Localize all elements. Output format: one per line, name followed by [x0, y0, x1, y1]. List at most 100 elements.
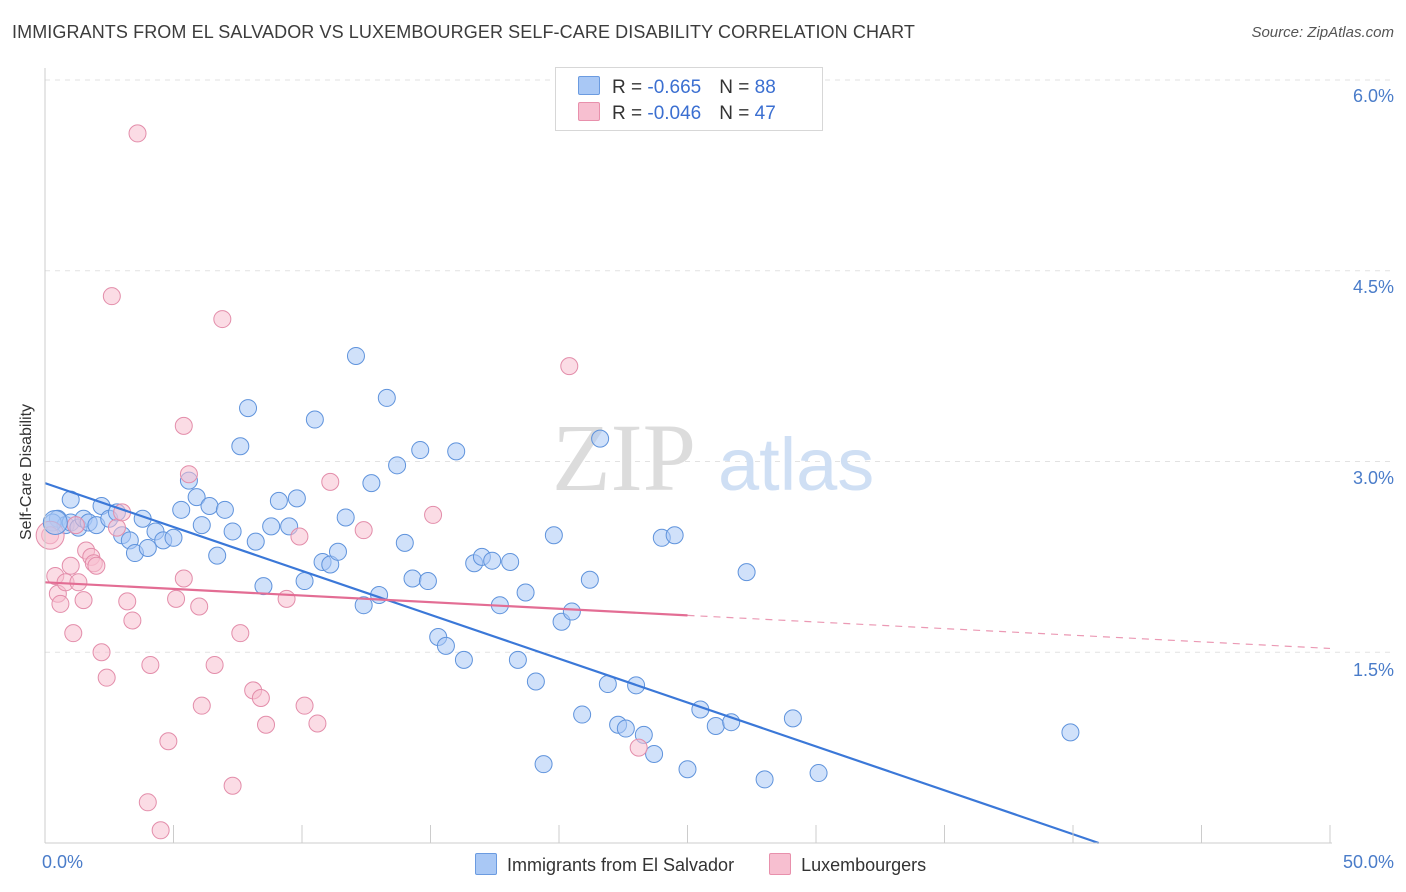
legend-swatch [475, 853, 497, 875]
el-salvador-point [254, 577, 273, 596]
luxembourgers-point [321, 472, 340, 491]
el-salvador-point [246, 532, 265, 551]
el-salvador-point [580, 570, 599, 589]
luxembourgers-point [74, 591, 93, 610]
legend-row-el-salvador: R = -0.665 N = 88 [578, 76, 776, 98]
el-salvador-point [305, 410, 324, 429]
el-salvador-point [454, 650, 473, 669]
el-salvador-point [616, 719, 635, 738]
luxembourgers-point [51, 594, 70, 613]
luxembourgers-point [174, 416, 193, 435]
luxembourgers-point [257, 715, 276, 734]
legend-item-luxembourgers: Luxembourgers [769, 853, 926, 876]
luxembourgers-point [167, 589, 186, 608]
el-salvador-point [755, 770, 774, 789]
el-salvador-point [377, 388, 396, 407]
luxembourgers-point [69, 573, 88, 592]
luxembourgers-point [223, 776, 242, 795]
luxembourgers-point [123, 611, 142, 630]
el-salvador-point [395, 533, 414, 552]
luxembourgers-point [190, 597, 209, 616]
x-tick-label: 0.0% [42, 852, 84, 872]
el-salvador-point [328, 542, 347, 561]
legend-label: Immigrants from El Salvador [507, 855, 735, 875]
el-salvador-point [295, 572, 314, 591]
el-salvador-point [573, 705, 592, 724]
trend-lines [44, 482, 1331, 845]
luxembourgers-point [192, 696, 211, 715]
y-tick-label: 4.5% [1352, 277, 1394, 297]
n-label: N = [719, 77, 755, 98]
y-tick-label: 3.0% [1352, 468, 1394, 488]
luxembourgers-point [97, 668, 116, 687]
luxembourgers-point [107, 518, 126, 537]
el-salvador-point [262, 517, 281, 536]
el-salvador-point [562, 602, 581, 621]
el-salvador-point [678, 760, 697, 779]
el-salvador-point [526, 672, 545, 691]
luxembourgers-point [277, 589, 296, 608]
el-salvador-point [403, 569, 422, 588]
luxembourgers-point [151, 821, 170, 840]
legend-swatch [578, 76, 600, 95]
luxembourgers-point [629, 738, 648, 757]
el-salvador-point [447, 442, 466, 461]
stats-legend: R = -0.665 N = 88 R = -0.046 N = 47 [555, 67, 823, 131]
el-salvador-point [187, 488, 206, 507]
el-salvador-point [516, 583, 535, 602]
luxembourgers-point [66, 516, 85, 535]
r-value: -0.665 [647, 77, 702, 98]
legend-item-el-salvador: Immigrants from El Salvador [475, 853, 734, 876]
el-salvador-point [645, 744, 664, 763]
y-tick-label: 6.0% [1352, 86, 1394, 106]
el-salvador-point [42, 510, 68, 536]
el-salvador-point [192, 516, 211, 535]
legend-row-luxembourgers: R = -0.046 N = 47 [578, 102, 776, 124]
el-salvador-point [215, 500, 234, 519]
n-value: 47 [754, 103, 776, 124]
n-value: 88 [754, 77, 776, 98]
luxembourgers-point [141, 655, 160, 674]
luxembourgers-point [138, 793, 157, 812]
el-salvador-point [239, 399, 258, 418]
axes [44, 68, 1332, 844]
luxembourgers-point [308, 714, 327, 733]
gridlines [45, 79, 1392, 653]
watermark: ZIP atlas [552, 404, 874, 511]
el-salvador-point [231, 437, 250, 456]
luxembourgers-point [159, 732, 178, 751]
luxembourgers-point [92, 643, 111, 662]
el-salvador-trend-line [44, 482, 1100, 845]
el-salvador-point [388, 456, 407, 475]
legend-swatch [578, 102, 600, 121]
el-salvador-point [287, 489, 306, 508]
el-salvador-point [508, 650, 527, 669]
r-label: R = [612, 103, 648, 124]
source-label: Source: ZipAtlas.com [1251, 24, 1394, 41]
legend-label: Luxembourgers [801, 855, 927, 875]
chart-title: IMMIGRANTS FROM EL SALVADOR VS LUXEMBOUR… [12, 22, 916, 42]
luxembourgers-point [295, 696, 314, 715]
el-salvador-point [501, 552, 520, 571]
r-label: R = [612, 77, 648, 98]
r-value: -0.046 [647, 103, 702, 124]
el-salvador-point [362, 474, 381, 493]
el-salvador-point [544, 526, 563, 545]
el-salvador-point [411, 441, 430, 460]
luxembourgers-trend-line [44, 581, 688, 617]
legend-swatch [769, 853, 792, 875]
el-salvador-point [737, 563, 756, 582]
y-tick-label: 1.5% [1352, 660, 1394, 680]
x-tick-label: 50.0% [1342, 852, 1394, 872]
y-axis-label: Self-Care Disability [18, 403, 35, 540]
watermark-atlas: atlas [718, 423, 874, 506]
el-salvador-point [809, 764, 828, 783]
luxembourgers-point [213, 310, 232, 329]
luxembourgers-point [354, 521, 373, 540]
luxembourgers-point [128, 124, 147, 143]
el-salvador-point [665, 526, 684, 545]
el-salvador-point [706, 717, 725, 736]
el-salvador-point [783, 709, 802, 728]
luxembourgers-point [424, 505, 443, 524]
